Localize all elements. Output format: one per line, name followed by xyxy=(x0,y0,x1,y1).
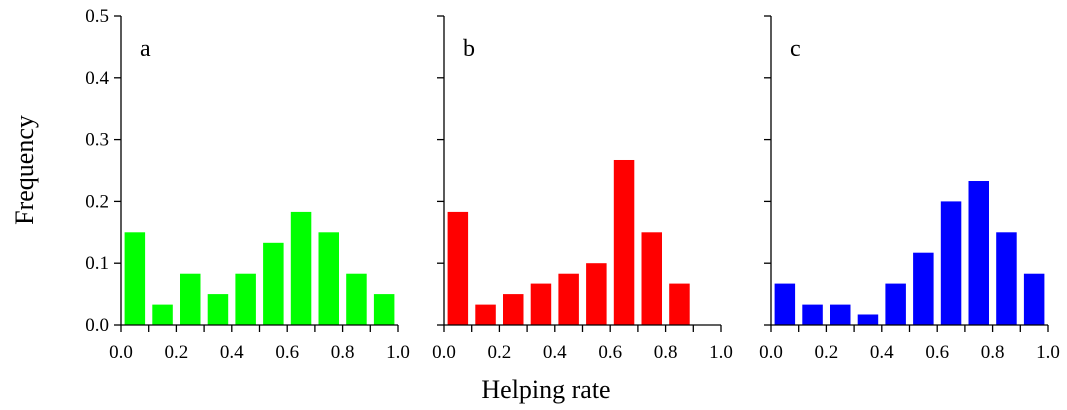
bar xyxy=(503,294,524,325)
bar xyxy=(968,181,989,325)
bar xyxy=(996,232,1017,325)
bar xyxy=(235,273,256,325)
x-tick-label: 0.8 xyxy=(981,342,1005,363)
x-tick-label: 0.2 xyxy=(815,342,839,363)
bar xyxy=(830,304,851,325)
panel-label: b xyxy=(463,36,475,62)
x-tick-label: 0.0 xyxy=(759,342,783,363)
bar xyxy=(152,304,173,325)
bar xyxy=(885,283,906,325)
bar xyxy=(774,283,796,325)
bar xyxy=(290,211,312,325)
y-tick-label: 0.4 xyxy=(85,68,109,89)
y-tick-label: 0.0 xyxy=(85,315,109,336)
bar xyxy=(613,159,635,325)
x-tick-label: 1.0 xyxy=(709,342,733,363)
bar xyxy=(180,273,201,325)
x-tick-label: 0.6 xyxy=(275,342,299,363)
bar xyxy=(373,294,395,325)
y-tick-label: 0.5 xyxy=(85,6,109,27)
panel-a: 0.0 0.1 0.2 0.3 0.4 0.5 0.0 0.2 0.4 0.6 0.8 1.0 a xyxy=(85,6,410,363)
bar xyxy=(586,263,607,325)
bar xyxy=(802,304,823,325)
x-tick-label: 0.4 xyxy=(220,342,244,363)
bar xyxy=(558,273,579,325)
panel-c: 0.0 0.2 0.4 0.6 0.8 1.0 c xyxy=(759,15,1060,363)
bar xyxy=(124,232,146,325)
x-axis-title: Helping rate xyxy=(481,375,610,404)
bar xyxy=(940,201,962,325)
bar xyxy=(263,242,284,325)
x-tick-label: 0.0 xyxy=(432,342,456,363)
x-tick-label: 0.6 xyxy=(598,342,622,363)
x-tick-label: 0.8 xyxy=(331,342,355,363)
bar xyxy=(913,252,934,325)
x-tick-label: 0.4 xyxy=(543,342,567,363)
x-tick-label: 0.2 xyxy=(488,342,512,363)
panel-label: c xyxy=(790,36,801,62)
x-tick-label: 0.4 xyxy=(870,342,894,363)
x-tick-label: 1.0 xyxy=(386,342,410,363)
x-tick-label: 0.2 xyxy=(165,342,189,363)
bar xyxy=(857,314,879,325)
panels: 0.00.10.20.30.40.50.0 0.2 0.4 0.6 0.8 1.0a0.0… xyxy=(85,6,1060,363)
panel-label: a xyxy=(140,36,151,62)
y-tick-label: 0.3 xyxy=(85,130,109,151)
x-tick-label: 1.0 xyxy=(1036,342,1060,363)
y-tick-label: 0.1 xyxy=(85,253,109,274)
bar xyxy=(475,304,496,325)
x-tick-label: 0.0 xyxy=(109,342,133,363)
bar xyxy=(1023,273,1045,325)
x-tick-label: 0.6 xyxy=(925,342,949,363)
x-tick-label: 0.8 xyxy=(654,342,678,363)
bar xyxy=(447,211,469,325)
y-tick-label: 0.2 xyxy=(85,191,109,212)
bar xyxy=(207,294,229,325)
bar xyxy=(530,283,552,325)
bar xyxy=(669,283,690,325)
panel-b: 0.0 0.2 0.4 0.6 0.8 1.0 b xyxy=(432,15,733,363)
bar xyxy=(346,273,367,325)
y-axis-title: Frequency xyxy=(10,115,39,225)
bar xyxy=(641,232,662,325)
bar xyxy=(318,232,339,325)
